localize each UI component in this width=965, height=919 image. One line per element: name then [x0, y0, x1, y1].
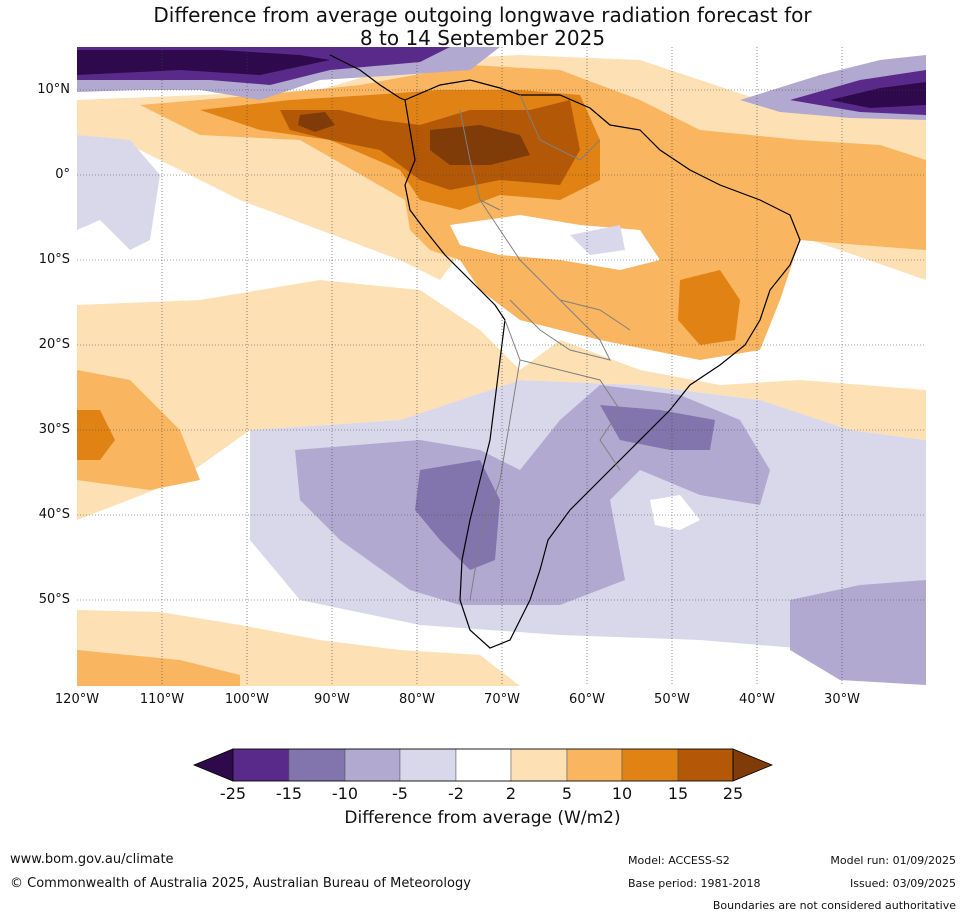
website-link[interactable]: www.bom.gov.au/climate [10, 852, 174, 867]
negative-anomaly-southeast [790, 580, 926, 685]
colorbar-tick: 25 [722, 784, 744, 803]
copyright-text: © Commonwealth of Australia 2025, Austra… [10, 876, 471, 891]
colorbar-segment [677, 748, 734, 782]
colorbar-label: Difference from average (W/m2) [344, 808, 621, 828]
lon-label: 50°W [654, 692, 690, 707]
colorbar-tick: 10 [611, 784, 633, 803]
issued-date: Issued: 03/09/2025 [849, 877, 956, 890]
lon-label: 30°W [824, 692, 860, 707]
lat-label: 40°S [38, 507, 70, 522]
negative-anomaly-strong-uruguay [600, 405, 715, 450]
lon-label: 120°W [54, 692, 100, 707]
colorbar-tick: 2 [505, 784, 517, 803]
colorbar-tick: -25 [219, 784, 247, 803]
lon-label: 60°W [569, 692, 605, 707]
colorbar-tick: -5 [392, 784, 408, 803]
positive-anomaly-extreme-core [430, 125, 530, 165]
map-title: Difference from average outgoing longwav… [0, 4, 965, 50]
anomaly-field [77, 47, 926, 686]
colorbar [192, 748, 774, 782]
colorbar-segment [455, 748, 512, 782]
south-america-coastline [404, 79, 801, 649]
title-line-2: 8 to 14 September 2025 [359, 26, 606, 50]
model-name: Model: ACCESS-S2 [628, 854, 730, 867]
base-period: Base period: 1981-2018 [628, 877, 761, 890]
negative-anomaly-east-pacific-patch [77, 135, 160, 250]
white-patch-south-atlantic [650, 495, 700, 530]
colorbar-tick: -10 [331, 784, 359, 803]
boundaries-disclaimer: Boundaries are not considered authoritat… [712, 899, 956, 912]
country-borders [459, 94, 631, 601]
lon-label: 40°W [739, 692, 775, 707]
title-line-1: Difference from average outgoing longwav… [153, 3, 812, 27]
colorbar-segment [621, 748, 679, 782]
lon-label: 110°W [139, 692, 185, 707]
colorbar-segment [566, 748, 623, 782]
gridlines [77, 47, 926, 686]
positive-anomaly-strong-southwest [77, 650, 240, 686]
colorbar-extend-max [732, 748, 774, 782]
colorbar-segment [288, 748, 346, 782]
lon-label: 100°W [224, 692, 270, 707]
negative-anomaly-strong-patagonia [415, 460, 500, 570]
lat-label: 50°S [38, 592, 70, 607]
colorbar-segment [344, 748, 401, 782]
negative-anomaly-amazon-patch [570, 225, 625, 255]
model-run: Model run: 01/09/2025 [830, 854, 956, 867]
lon-label: 90°W [314, 692, 350, 707]
colorbar-tick: -15 [275, 784, 303, 803]
colorbar-tick: -2 [448, 784, 464, 803]
colorbar-extend-min [192, 748, 234, 782]
lat-label: 10°S [38, 252, 70, 267]
positive-anomaly-east-pacific [77, 280, 926, 520]
positive-anomaly-extreme-pacific [298, 112, 335, 132]
colorbar-tick: 5 [561, 784, 573, 803]
positive-anomaly-brazil-interior [678, 270, 740, 345]
lat-label: 10°N [37, 82, 70, 97]
negative-anomaly-caribbean-extreme [77, 50, 330, 75]
central-america-coastline [329, 54, 406, 101]
colorbar-segment [399, 748, 457, 782]
positive-anomaly-pacific-core [77, 410, 115, 460]
colorbar-segment [510, 748, 568, 782]
lon-label: 70°W [484, 692, 520, 707]
positive-anomaly-pacific-patch [77, 370, 200, 490]
colorbar-segment [232, 748, 290, 782]
negative-anomaly-north-atlantic-extreme [830, 82, 926, 108]
lat-label: 0° [55, 167, 70, 182]
lat-label: 30°S [38, 422, 70, 437]
colorbar-tick: 15 [667, 784, 689, 803]
lon-label: 80°W [399, 692, 435, 707]
lat-label: 20°S [38, 337, 70, 352]
